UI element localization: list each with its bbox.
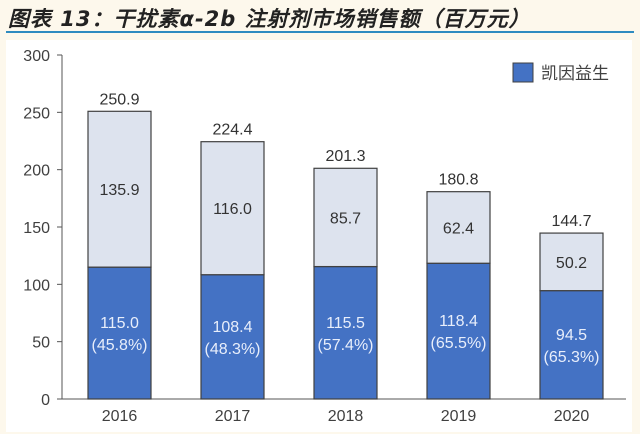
data-label-kaiyin: (45.8%) bbox=[91, 337, 147, 354]
total-label: 201.3 bbox=[325, 148, 365, 165]
y-tick-label: 300 bbox=[23, 48, 50, 65]
bar-kaiyin bbox=[426, 262, 491, 400]
bar-other bbox=[539, 232, 604, 292]
legend-swatch bbox=[512, 62, 534, 83]
x-tick-label: 2020 bbox=[554, 408, 590, 425]
y-tick-label: 50 bbox=[32, 335, 50, 352]
legend: 凯因益生 bbox=[512, 62, 609, 84]
y-tick-label: 250 bbox=[23, 105, 50, 122]
y-tick-label: 0 bbox=[41, 392, 50, 409]
total-label: 250.9 bbox=[99, 91, 139, 108]
chart-title: 图表 13：干扰素α-2b 注射剂市场销售额（百万元） bbox=[8, 7, 531, 31]
data-label-other: 116.0 bbox=[213, 201, 252, 218]
x-tick-label: 2019 bbox=[441, 408, 477, 425]
data-label-other: 50.2 bbox=[556, 255, 587, 272]
bar-other bbox=[313, 167, 378, 268]
data-label-other: 135.9 bbox=[99, 182, 139, 199]
title-divider bbox=[6, 31, 634, 33]
bar-kaiyin bbox=[313, 265, 378, 400]
total-label: 224.4 bbox=[212, 122, 252, 139]
data-label-kaiyin: 94.5 bbox=[556, 327, 587, 344]
data-label-kaiyin: 115.0 bbox=[100, 315, 139, 332]
data-label-kaiyin: (65.3%) bbox=[543, 349, 599, 366]
bar-other bbox=[200, 141, 265, 276]
bar-kaiyin bbox=[200, 274, 265, 400]
legend-label: 凯因益生 bbox=[541, 64, 609, 84]
x-tick-label: 2018 bbox=[328, 408, 364, 425]
bar-other bbox=[426, 191, 491, 264]
data-label-kaiyin: (57.4%) bbox=[317, 337, 373, 354]
total-label: 144.7 bbox=[551, 213, 591, 230]
data-label-kaiyin: (48.3%) bbox=[204, 341, 260, 358]
total-label: 180.8 bbox=[438, 172, 478, 189]
y-tick-label: 200 bbox=[23, 163, 50, 180]
y-tick-label: 150 bbox=[23, 220, 50, 237]
bar-kaiyin bbox=[87, 266, 152, 400]
data-label-kaiyin: 118.4 bbox=[439, 313, 478, 330]
bar-kaiyin bbox=[539, 290, 604, 400]
y-tick-label: 100 bbox=[23, 277, 50, 294]
data-label-kaiyin: 115.5 bbox=[326, 315, 365, 332]
x-tick-label: 2017 bbox=[215, 408, 251, 425]
data-label-other: 85.7 bbox=[330, 210, 361, 227]
bar-other bbox=[87, 110, 152, 268]
data-label-other: 62.4 bbox=[443, 220, 474, 237]
data-label-kaiyin: (65.5%) bbox=[430, 335, 486, 352]
x-tick-label: 2016 bbox=[102, 408, 138, 425]
data-label-kaiyin: 108.4 bbox=[212, 319, 252, 336]
